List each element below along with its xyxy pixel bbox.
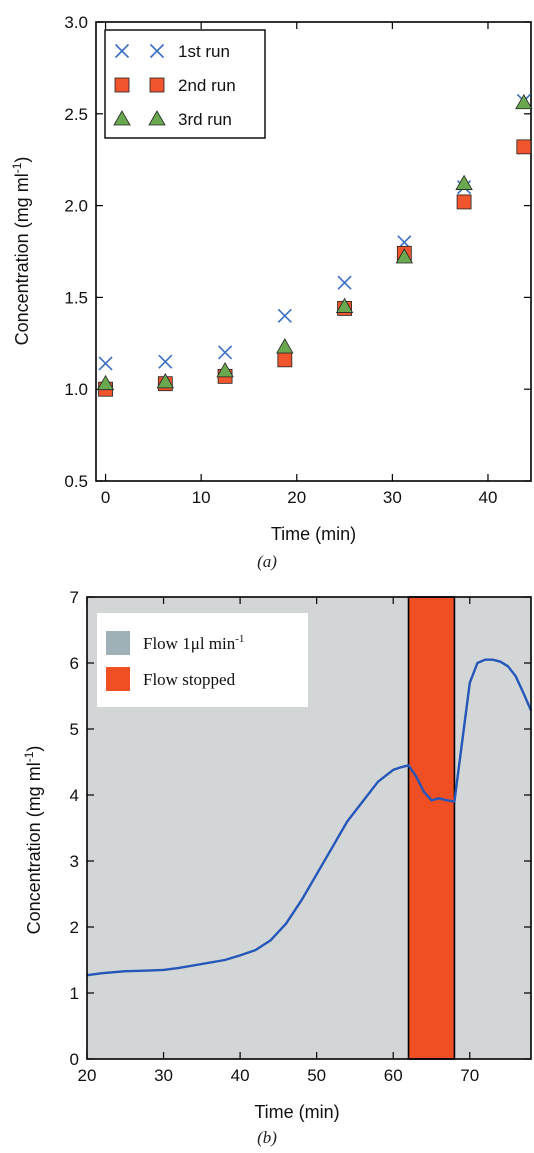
y-tick-label-b: 2: [70, 918, 79, 937]
data-point-run-3: [335, 297, 354, 313]
y-tick-label-a: 1.0: [64, 380, 88, 399]
y-axis-label-a: Concentration (mg ml-1): [10, 157, 32, 346]
legend-marker-a: [114, 43, 130, 59]
y-tick-label-b: 5: [70, 720, 79, 739]
chart-b-line: 0 1 2 3 4 5 6 7 20 30 40 50 60 70 Time (min) Concentrat…: [22, 588, 533, 1122]
legend-a: [104, 29, 266, 139]
y-tick-label-a: 2.0: [64, 197, 88, 216]
data-point-run-1-stroke: [98, 356, 113, 371]
data-point-run-1: [218, 345, 233, 360]
data-point-run-1: [337, 275, 352, 290]
y-tick-label-a: 1.5: [64, 288, 88, 307]
data-point-run-1-stroke: [158, 354, 173, 369]
x-tick-label-a: 0: [101, 488, 110, 507]
legend-label-b: Flow stopped: [143, 670, 236, 689]
x-tick-label-b: 60: [384, 1066, 403, 1085]
data-point-run-3: [276, 338, 294, 354]
x-tick-label-b: 20: [78, 1066, 97, 1085]
data-point-run-3: [395, 248, 414, 264]
x-tick-label-b: 30: [154, 1066, 173, 1085]
legend-label-a: 2nd run: [178, 76, 236, 95]
legend-marker-a: [148, 110, 166, 126]
y-tick-label-a: 0.5: [64, 472, 88, 491]
legend-marker-a: [149, 77, 165, 93]
flow-stopped-region: [407, 596, 456, 1060]
panel-label-b: (b): [257, 1128, 277, 1147]
legend-swatch-b: [106, 631, 130, 655]
data-point-run-2: [456, 194, 472, 210]
legend-label-b: Flow 1μl min-1: [143, 633, 244, 653]
legend-marker-a: [114, 77, 130, 93]
y-axis-label-b: Concentration (mg ml-1): [22, 746, 44, 935]
y-tick-label-b: 0: [70, 1050, 79, 1069]
x-tick-label-b: 70: [460, 1066, 479, 1085]
y-tick-label-a: 3.0: [64, 13, 88, 32]
legend-swatch-b: [106, 667, 130, 691]
data-point-run-3: [216, 362, 234, 378]
x-tick-label-a: 10: [192, 488, 211, 507]
data-point-run-2: [277, 352, 293, 368]
data-point-run-3: [96, 374, 115, 391]
panel-label-a: (a): [257, 552, 277, 571]
x-tick-label-b: 40: [231, 1066, 250, 1085]
x-tick-label-a: 40: [479, 488, 498, 507]
data-point-run-3: [156, 373, 175, 389]
legend-label-a: 1st run: [178, 42, 230, 61]
data-point-run-1-stroke: [218, 345, 233, 360]
legend-marker-a-stroke: [149, 43, 165, 59]
data-point-run-1: [158, 354, 173, 369]
data-point-run-3: [455, 174, 473, 190]
x-axis-label-a: Time (min): [271, 524, 356, 544]
data-point-run-1-stroke: [277, 308, 292, 323]
x-tick-label-b: 50: [307, 1066, 326, 1085]
y-tick-label-b: 4: [70, 786, 79, 805]
data-point-run-1: [277, 308, 292, 323]
y-tick-label-b: 1: [70, 984, 79, 1003]
legend-marker-a: [149, 43, 165, 59]
data-point-run-2: [516, 139, 532, 155]
data-point-run-3: [515, 93, 533, 110]
data-point-run-1: [98, 356, 113, 371]
y-tick-label-b: 3: [70, 852, 79, 871]
legend-b: [97, 613, 308, 707]
legend-marker-a-stroke: [114, 43, 130, 59]
x-tick-label-a: 30: [383, 488, 402, 507]
y-tick-label-a: 2.5: [64, 105, 88, 124]
chart-a-scatter: 0.5 1.0 1.5 2.0 2.5 3.0 0 10 20 30 40 Time (min) Con…: [10, 13, 533, 544]
y-tick-label-b: 6: [70, 654, 79, 673]
concentration-line: [86, 658, 533, 977]
x-axis-label-b: Time (min): [254, 1102, 339, 1122]
y-tick-label-b: 7: [70, 588, 79, 607]
data-point-run-1-stroke: [337, 275, 352, 290]
plot-frame-b: [86, 596, 532, 1060]
legend-marker-a: [113, 110, 131, 126]
legend-label-a: 3rd run: [178, 110, 232, 129]
x-tick-label-a: 20: [287, 488, 306, 507]
